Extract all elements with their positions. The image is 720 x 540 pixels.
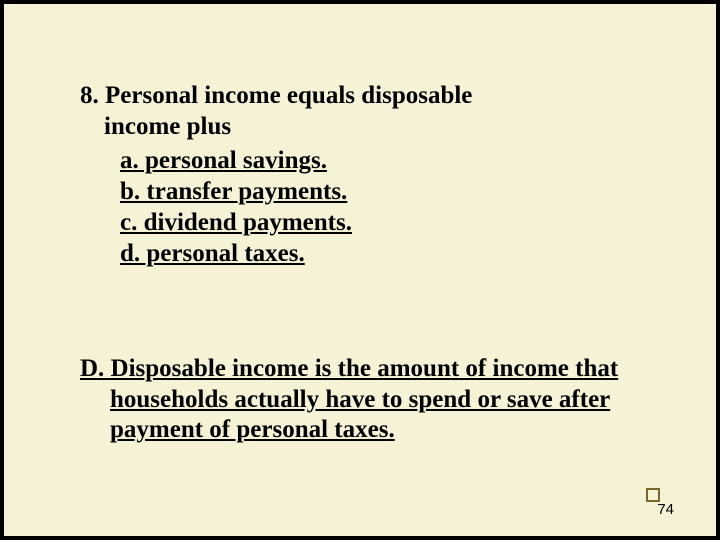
- answer-text: D. Disposable income is the amount of in…: [50, 354, 670, 446]
- option-b-text: b. transfer payments.: [120, 178, 347, 205]
- option-c-text: c. dividend payments.: [120, 209, 352, 236]
- option-a: a. personal savings.: [120, 145, 660, 176]
- question-block: 8. Personal income equals disposable inc…: [60, 80, 660, 270]
- option-b: b. transfer payments.: [120, 176, 660, 207]
- stem-line-2: income plus: [104, 113, 231, 140]
- option-a-text: a. personal savings.: [120, 147, 327, 174]
- option-d: d. personal taxes.: [120, 238, 660, 269]
- options-list: a. personal savings. b. transfer payment…: [60, 145, 660, 270]
- slide-body: 8. Personal income equals disposable inc…: [4, 4, 716, 536]
- page-number: 74: [657, 501, 674, 518]
- question-stem: 8. Personal income equals disposable inc…: [60, 80, 660, 143]
- option-d-text: d. personal taxes.: [120, 240, 305, 267]
- square-marker-icon: [646, 488, 660, 502]
- stem-line-1: 8. Personal income equals disposable: [80, 82, 472, 109]
- option-c: c. dividend payments.: [120, 207, 660, 238]
